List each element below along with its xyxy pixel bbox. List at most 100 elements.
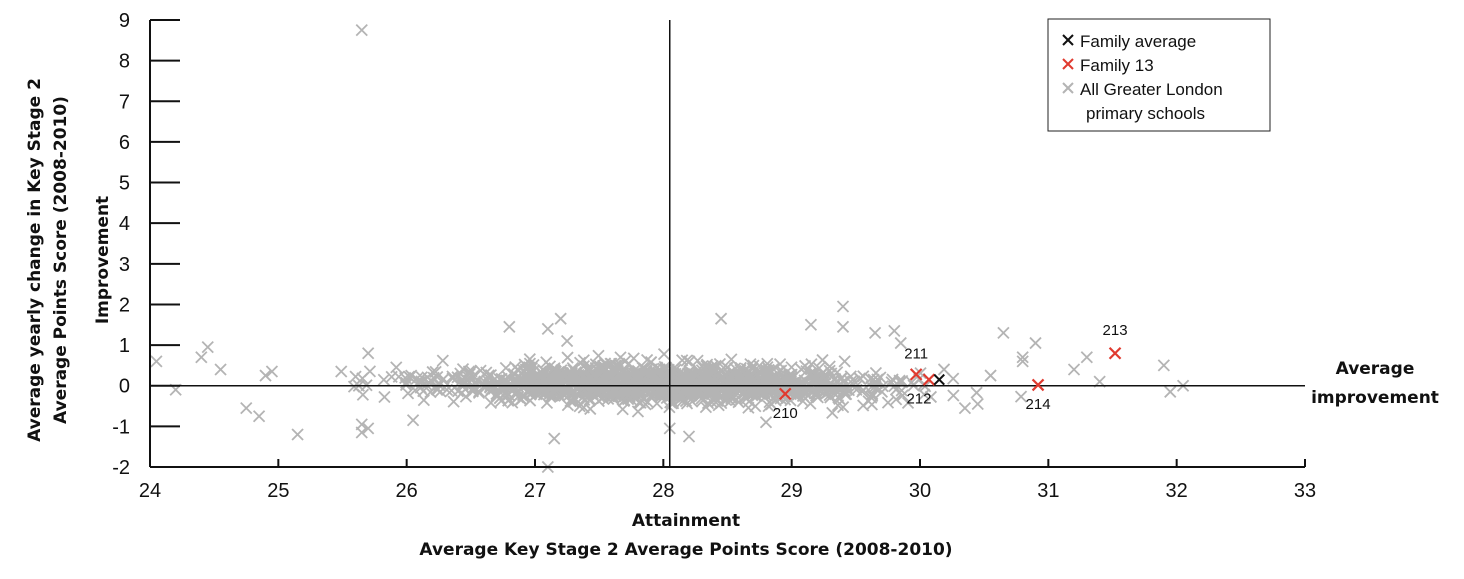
- school-point: [747, 359, 760, 372]
- school-point: [1157, 359, 1170, 372]
- school-point: [631, 385, 644, 398]
- school-point: [691, 387, 704, 400]
- x-tick-label: 24: [139, 480, 161, 502]
- school-point: [521, 386, 535, 399]
- school-point: [836, 320, 850, 333]
- school-point: [362, 347, 375, 360]
- y-tick-label: 6: [119, 132, 130, 154]
- school-point: [356, 372, 369, 385]
- school-point: [842, 384, 856, 397]
- school-point: [686, 395, 699, 408]
- school-point: [573, 374, 587, 388]
- school-point: [583, 394, 596, 407]
- school-point: [947, 389, 960, 402]
- school-point: [335, 365, 348, 378]
- school-point: [725, 378, 738, 391]
- school-point: [753, 359, 766, 373]
- school-point: [622, 357, 635, 370]
- school-point: [889, 393, 903, 406]
- y-tick-label: 9: [119, 10, 130, 32]
- school-point: [401, 387, 415, 400]
- school-point: [709, 386, 722, 399]
- family-13-point-label: 211: [904, 345, 928, 362]
- background-school-points: [150, 24, 1190, 474]
- school-point: [881, 396, 895, 409]
- school-point: [775, 364, 788, 377]
- school-point: [503, 320, 516, 333]
- school-point: [195, 351, 208, 364]
- school-point: [886, 373, 899, 386]
- y-axis-subtitle-line1: Average yearly change in Key Stage 2: [25, 78, 45, 442]
- y-tick-label: 5: [119, 173, 130, 195]
- school-point: [691, 354, 704, 367]
- school-point: [436, 354, 449, 367]
- x-tick-label: 25: [267, 480, 289, 502]
- legend-label-all-schools-line2: primary schools: [1086, 104, 1205, 123]
- legend-label-family-average: Family average: [1080, 32, 1196, 51]
- school-point: [868, 326, 882, 340]
- y-tick-label: 0: [119, 376, 130, 398]
- school-point: [742, 401, 755, 414]
- school-point: [214, 363, 227, 376]
- school-point: [1016, 355, 1029, 368]
- school-point: [472, 385, 486, 398]
- y-tick-label: 4: [119, 213, 130, 235]
- school-point: [866, 387, 879, 401]
- school-point: [618, 394, 631, 407]
- school-point: [760, 372, 773, 385]
- school-point: [662, 382, 675, 395]
- legend-label-family-13: Family 13: [1080, 56, 1154, 75]
- school-point: [501, 370, 514, 383]
- school-point: [1080, 351, 1093, 364]
- school-point: [455, 386, 468, 400]
- school-point: [741, 387, 754, 400]
- school-point: [718, 381, 732, 395]
- school-point: [582, 364, 596, 377]
- legend-marker: [1062, 58, 1074, 70]
- school-point: [291, 428, 304, 441]
- school-point: [511, 380, 525, 393]
- school-point: [385, 370, 398, 383]
- school-point: [446, 370, 459, 383]
- school-point: [657, 347, 671, 361]
- family-13-point: [922, 373, 936, 386]
- school-point: [377, 373, 390, 386]
- school-point: [577, 401, 590, 414]
- family-average-point: [933, 373, 945, 386]
- school-point: [544, 390, 557, 403]
- school-point: [356, 388, 370, 401]
- school-point: [795, 363, 808, 376]
- x-tick-label: 26: [396, 480, 418, 502]
- school-point: [561, 351, 574, 364]
- school-point: [759, 416, 773, 429]
- school-point: [771, 372, 784, 385]
- school-point: [541, 322, 554, 335]
- legend-marker: [1062, 34, 1074, 46]
- legend-marker: [1062, 82, 1074, 94]
- school-point: [827, 373, 840, 386]
- x-tick-label: 32: [1166, 480, 1188, 502]
- school-point: [362, 422, 375, 435]
- y-tick-label: 8: [119, 51, 130, 73]
- school-point: [1016, 351, 1029, 364]
- family-13-point-label: 212: [906, 391, 931, 408]
- x-tick-label: 31: [1037, 480, 1059, 502]
- school-point: [688, 368, 702, 381]
- school-point: [680, 354, 693, 367]
- school-point: [421, 371, 434, 384]
- school-point: [914, 367, 927, 380]
- legend: Family average Family 13 All Greater Lon…: [1047, 18, 1271, 132]
- school-point: [483, 381, 497, 394]
- school-point: [997, 326, 1010, 340]
- school-point: [856, 385, 869, 398]
- school-point: [567, 363, 580, 377]
- school-point: [527, 358, 540, 372]
- school-point: [958, 401, 972, 415]
- family-points: 210 211 212 213 214: [773, 322, 1128, 422]
- school-point: [947, 372, 960, 385]
- school-point: [759, 368, 773, 381]
- school-point: [699, 401, 713, 414]
- school-point: [1067, 363, 1081, 376]
- school-point: [918, 388, 931, 401]
